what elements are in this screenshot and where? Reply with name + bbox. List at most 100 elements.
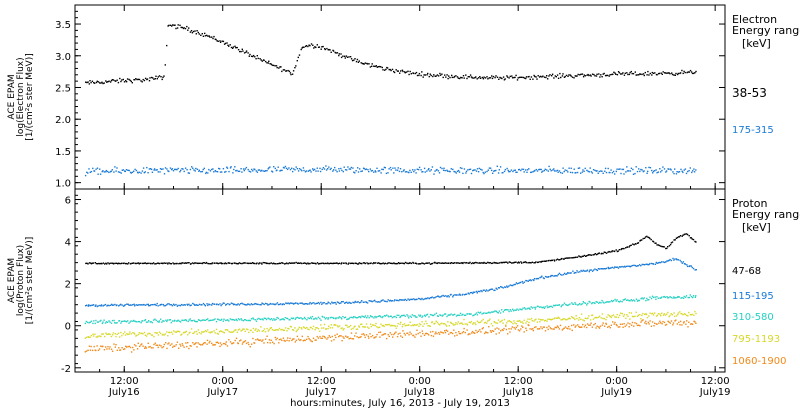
electron-data-point — [249, 53, 251, 56]
proton-data-point — [184, 304, 186, 306]
proton-data-point — [85, 305, 87, 307]
electron-data-point — [350, 58, 353, 60]
electron-data-point — [511, 75, 513, 77]
electron-data-point — [86, 81, 88, 84]
proton-data-point — [283, 339, 285, 342]
proton-data-point — [672, 322, 675, 324]
proton-data-point — [626, 246, 629, 248]
proton-data-point — [332, 262, 334, 265]
electron-data-point — [401, 69, 404, 71]
proton-data-point — [273, 342, 275, 345]
proton-data-point — [208, 303, 210, 305]
electron-data-point — [565, 74, 568, 77]
proton-data-point — [630, 299, 632, 301]
proton-data-point — [289, 337, 291, 340]
proton-data-point — [571, 324, 573, 327]
electron-data-point — [248, 170, 250, 172]
proton-data-point — [278, 303, 281, 306]
proton-data-point — [291, 329, 294, 331]
proton-data-point — [100, 304, 103, 306]
proton-data-point — [360, 323, 362, 326]
proton-data-point — [550, 305, 552, 308]
proton-data-point — [498, 332, 500, 334]
proton-data-point — [528, 324, 530, 327]
proton-data-point — [416, 263, 418, 265]
proton-data-point — [419, 263, 421, 265]
proton-data-point — [625, 317, 627, 319]
proton-data-point — [207, 329, 209, 331]
proton-data-point — [568, 325, 570, 328]
proton-data-point — [345, 324, 347, 326]
proton-data-point — [157, 262, 160, 264]
proton-data-point — [293, 262, 296, 264]
electron-data-point — [292, 170, 294, 173]
proton-data-point — [440, 314, 442, 317]
proton-data-point — [621, 265, 623, 268]
proton-data-point — [363, 301, 365, 303]
proton-data-point — [232, 302, 234, 305]
proton-data-point — [315, 302, 318, 305]
proton-data-point — [227, 329, 229, 331]
electron-data-point — [551, 73, 554, 75]
proton-data-point — [582, 301, 584, 303]
proton-data-point — [197, 304, 199, 306]
proton-data-point — [111, 303, 113, 306]
proton-data-point — [317, 301, 320, 304]
proton-data-point — [335, 303, 337, 305]
electron-data-point — [138, 171, 141, 173]
proton-data-point — [372, 262, 374, 265]
proton-data-point — [446, 296, 448, 298]
proton-data-point — [394, 332, 396, 334]
electron-data-point — [110, 170, 112, 172]
proton-data-point — [531, 320, 533, 322]
electron-data-point — [235, 47, 237, 49]
proton-data-point — [128, 304, 130, 306]
proton-data-point — [693, 320, 695, 322]
electron-data-point — [392, 167, 394, 169]
electron-data-point — [533, 74, 535, 77]
electron-data-point — [541, 76, 543, 78]
proton-data-point — [336, 262, 338, 264]
proton-data-point — [277, 317, 280, 319]
proton-data-point — [300, 317, 302, 319]
proton-data-point — [189, 318, 191, 320]
proton-data-point — [181, 343, 183, 345]
electron-data-point — [208, 35, 210, 37]
proton-data-point — [241, 302, 243, 304]
electron-data-point — [417, 168, 420, 171]
proton-data-point — [149, 345, 151, 348]
proton-data-point — [381, 299, 383, 302]
proton-data-point — [274, 263, 276, 265]
proton-data-point — [335, 324, 337, 326]
electron-data-point — [502, 76, 505, 78]
proton-data-point — [601, 313, 604, 315]
proton-data-point — [423, 263, 426, 265]
electron-data-point — [442, 169, 445, 171]
proton-data-point — [472, 323, 474, 325]
proton-data-point — [508, 261, 510, 263]
electron-data-point — [171, 168, 174, 170]
proton-ytick-label: 4 — [65, 238, 71, 249]
proton-data-point — [384, 333, 387, 335]
electron-data-point — [635, 74, 637, 76]
proton-data-point — [683, 321, 685, 323]
proton-data-point — [245, 304, 247, 306]
proton-data-point — [340, 263, 342, 265]
proton-data-point — [147, 321, 149, 323]
electron-data-point — [121, 169, 123, 171]
electron-data-point — [643, 74, 645, 77]
electron-data-point — [431, 166, 434, 168]
electron-ytick-label: 2.5 — [55, 83, 71, 94]
proton-data-point — [362, 333, 365, 335]
proton-data-point — [168, 331, 170, 334]
proton-data-point — [346, 301, 348, 303]
proton-data-point — [539, 321, 541, 323]
proton-data-point — [124, 331, 126, 333]
proton-data-point — [450, 331, 453, 334]
electron-data-point — [219, 40, 221, 42]
proton-data-point — [334, 262, 336, 264]
proton-data-point — [307, 328, 309, 330]
electron-data-point — [478, 167, 481, 170]
electron-data-point — [511, 77, 514, 79]
electron-ylabel-line: [1/(cm²s ster MeV)] — [25, 53, 35, 140]
